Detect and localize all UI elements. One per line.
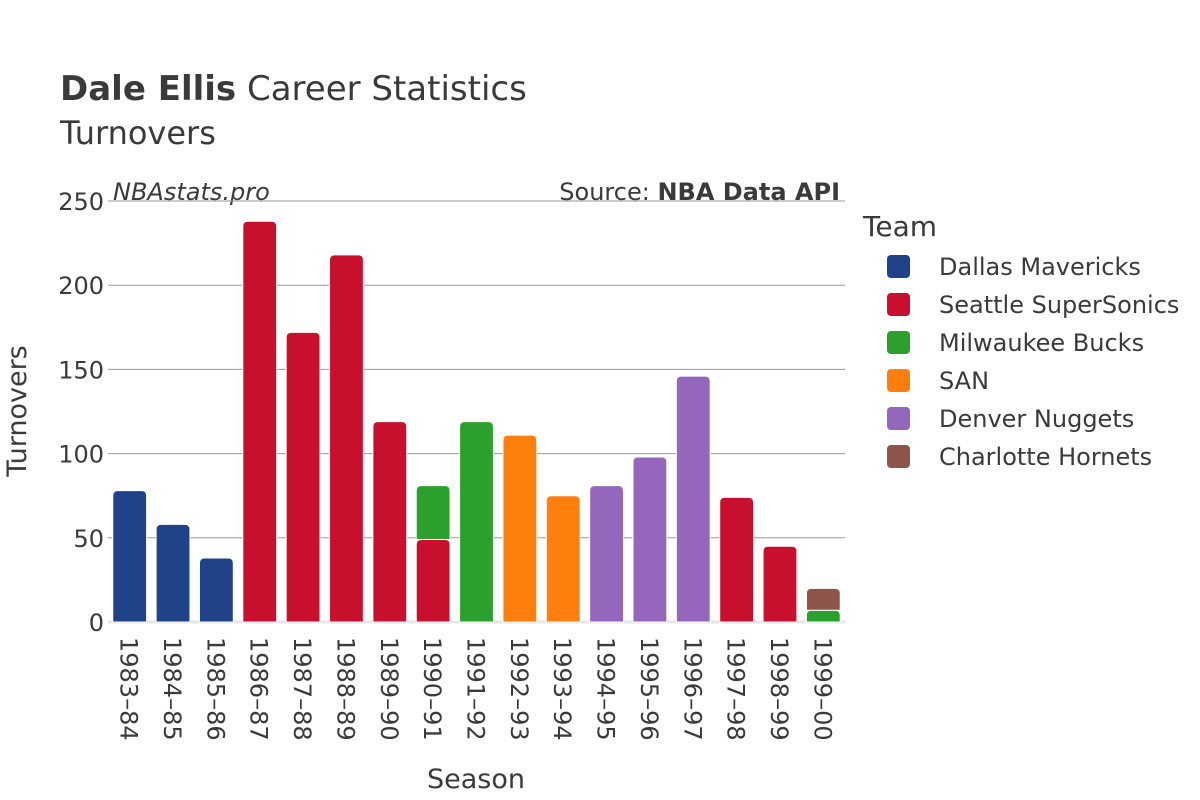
bar-segment: [589, 485, 624, 623]
x-tick-label: 1987–88: [288, 637, 316, 741]
bar-segment: [415, 485, 451, 540]
bars: [112, 220, 841, 623]
bar-segment: [242, 220, 278, 623]
chart-title: Dale Ellis Career Statistics: [60, 69, 527, 109]
x-tick-label: 1986–87: [245, 637, 273, 741]
legend-swatch: [887, 445, 910, 468]
legend: Dallas Mavericks Seattle SuperSonics Milwa…: [887, 253, 1179, 471]
legend-swatch: [887, 255, 910, 278]
legend-swatch: [887, 293, 910, 316]
x-tick-label: 1990–91: [418, 637, 446, 741]
bar-segment: [415, 538, 451, 623]
bar-segment: [372, 421, 408, 623]
x-tick-label: 1998–99: [765, 637, 793, 741]
y-tick-label: 200: [58, 272, 104, 300]
x-axis-ticks: 1983–84 1984–85 1985–86 1986–87 1987–88 1988–…: [115, 637, 837, 741]
legend-swatch: [887, 369, 910, 392]
bar-segment: [459, 421, 494, 623]
watermark: NBAstats.pro: [113, 178, 270, 206]
bar-segment: [762, 545, 798, 623]
bar-segment: [155, 523, 191, 623]
chart-title-rest: Career Statistics: [236, 69, 527, 109]
bar-segment: [198, 557, 234, 623]
bar-segment: [285, 331, 321, 623]
bar-segment: [329, 254, 364, 623]
y-tick-label: 0: [89, 609, 104, 637]
x-tick-label: 1984–85: [158, 637, 186, 741]
x-tick-label: 1996–97: [678, 637, 706, 741]
legend-label: Milwaukee Bucks: [939, 329, 1144, 357]
legend-label: Charlotte Hornets: [939, 443, 1152, 471]
bar-segment: [112, 490, 148, 623]
source-name: NBA Data API: [657, 178, 840, 206]
y-tick-label: 100: [58, 441, 104, 469]
legend-swatch: [887, 407, 910, 430]
y-axis-title: Turnovers: [2, 345, 33, 478]
source-prefix: Source:: [559, 178, 657, 206]
bar-segment: [545, 495, 581, 623]
x-axis-title: Season: [427, 764, 525, 795]
y-tick-label: 150: [58, 356, 104, 384]
legend-label: Seattle SuperSonics: [939, 291, 1179, 319]
bar-segment: [632, 456, 668, 623]
y-tick-label: 250: [58, 188, 104, 216]
x-tick-label: 1983–84: [115, 637, 143, 741]
x-tick-label: 1994–95: [592, 637, 620, 741]
bar-segment: [805, 609, 841, 623]
legend-label: Dallas Mavericks: [939, 253, 1141, 281]
x-tick-label: 1993–94: [548, 637, 576, 741]
x-tick-label: 1999–00: [808, 637, 836, 741]
x-tick-label: 1985–86: [201, 637, 229, 741]
bar-segment: [502, 434, 538, 623]
chart-subtitle: Turnovers: [59, 114, 216, 152]
chart-title-player: Dale Ellis: [60, 69, 236, 109]
legend-swatch: [887, 331, 910, 354]
y-axis-ticks: 0 50 100 150 200 250: [58, 188, 104, 637]
y-tick-label: 50: [73, 525, 104, 553]
legend-label: SAN: [939, 367, 989, 395]
x-tick-label: 1988–89: [331, 637, 359, 741]
legend-title: Team: [862, 210, 937, 243]
source-credit: Source: NBA Data API: [559, 178, 840, 206]
x-tick-label: 1995–96: [635, 637, 663, 741]
x-tick-label: 1992–93: [505, 637, 533, 741]
x-tick-label: 1989–90: [375, 637, 403, 741]
legend-label: Denver Nuggets: [939, 405, 1134, 433]
bar-segment: [675, 375, 711, 623]
x-tick-label: 1991–92: [462, 637, 490, 741]
bar-segment: [805, 587, 841, 611]
bar-segment: [719, 496, 755, 623]
x-tick-label: 1997–98: [722, 637, 750, 741]
